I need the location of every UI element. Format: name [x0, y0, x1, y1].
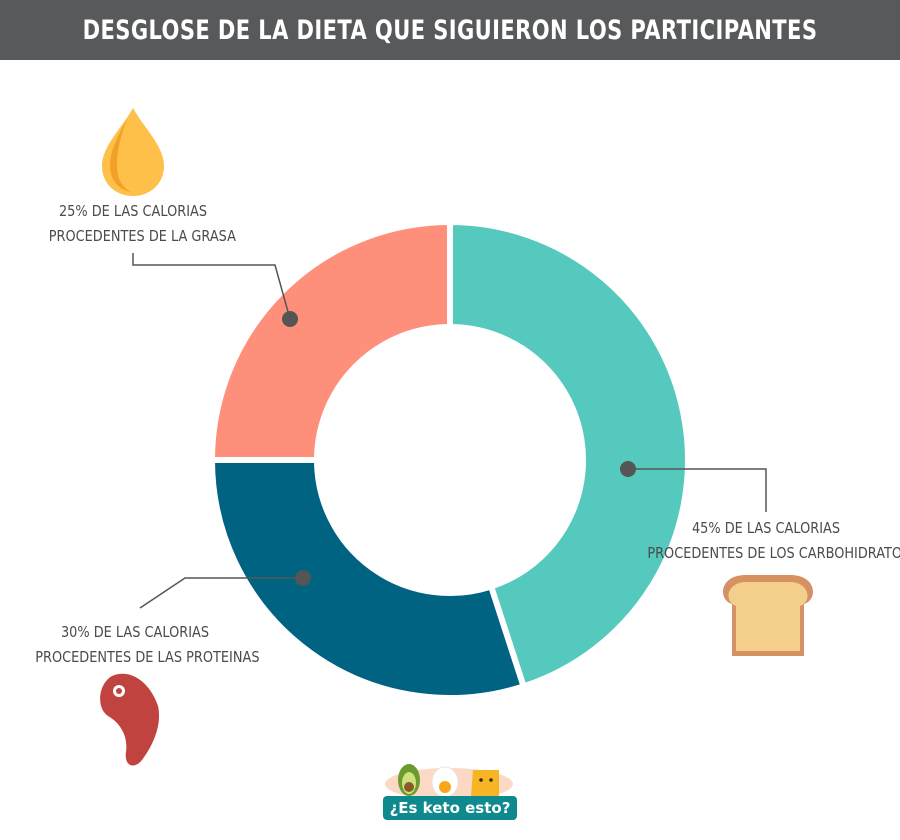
logo-text: ¿Es keto esto?	[383, 796, 517, 820]
page-title: DESGLOSE DE LA DIETA QUE SIGUIERON LOS P…	[82, 14, 818, 46]
label-proteinas: 30% DE LAS CALORIAS PROCEDENTES DE LAS P…	[35, 623, 260, 666]
steak-icon	[100, 673, 160, 766]
leader-dot-proteinas	[295, 570, 311, 586]
bread-icon	[722, 575, 814, 656]
title-bar: DESGLOSE DE LA DIETA QUE SIGUIERON LOS P…	[0, 0, 900, 60]
leader-line-carbohidratos	[628, 468, 767, 512]
brand-logo: ¿Es keto esto?	[383, 756, 517, 822]
donut-slice-proteinas	[208, 457, 528, 701]
leader-dot-grasa	[282, 311, 298, 327]
donut-slice-carbohidratos	[447, 218, 691, 691]
leader-line-proteinas	[139, 577, 303, 609]
keto-mascots-icon	[385, 764, 513, 800]
oil-drop-icon	[102, 108, 164, 196]
leader-dot-carbohidratos	[620, 461, 636, 477]
leader-line-grasa	[132, 253, 291, 320]
label-carbohidratos: 45% DE LAS CALORIAS PROCEDENTES DE LOS C…	[647, 519, 900, 562]
donut-slices	[208, 218, 691, 701]
donut-slice-grasa	[208, 218, 453, 463]
label-grasa: 25% DE LAS CALORIAS PROCEDENTES DE LA GR…	[48, 202, 236, 245]
